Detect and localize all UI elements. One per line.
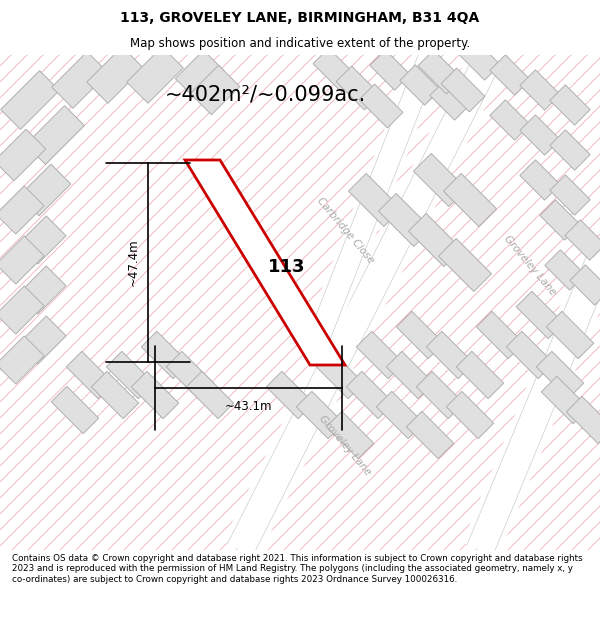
Polygon shape [190,65,240,115]
Polygon shape [541,376,589,424]
Polygon shape [550,85,590,125]
Polygon shape [540,200,580,240]
Polygon shape [356,331,404,379]
Polygon shape [127,47,183,103]
Polygon shape [131,371,179,419]
Polygon shape [566,396,600,444]
Text: ~43.1m: ~43.1m [225,400,272,413]
Polygon shape [416,371,464,419]
Polygon shape [185,160,345,365]
Text: Carbridge Close: Carbridge Close [314,195,376,265]
Polygon shape [370,50,410,90]
Polygon shape [570,265,600,305]
Polygon shape [87,47,143,103]
Polygon shape [106,351,154,399]
Polygon shape [359,84,403,128]
Polygon shape [550,130,590,170]
Polygon shape [443,174,497,226]
Polygon shape [1,71,59,129]
Polygon shape [418,50,462,94]
Polygon shape [175,50,225,100]
Polygon shape [565,220,600,260]
Polygon shape [187,371,233,419]
Polygon shape [26,106,85,164]
Polygon shape [457,351,503,399]
Polygon shape [91,371,139,419]
Text: 113: 113 [268,259,306,276]
Text: ~47.4m: ~47.4m [127,239,140,286]
Polygon shape [490,100,530,140]
Polygon shape [547,311,593,359]
Polygon shape [400,65,440,105]
Polygon shape [166,351,214,399]
Polygon shape [536,351,584,399]
Polygon shape [346,371,394,419]
Polygon shape [18,216,66,264]
Text: Contains OS data © Crown copyright and database right 2021. This information is : Contains OS data © Crown copyright and d… [12,554,583,584]
Polygon shape [446,391,494,439]
Polygon shape [406,411,454,459]
Polygon shape [142,331,188,379]
Polygon shape [336,66,380,110]
Polygon shape [427,331,473,379]
Polygon shape [413,154,467,206]
Polygon shape [326,411,374,459]
Polygon shape [476,311,524,359]
Polygon shape [376,391,424,439]
Polygon shape [266,371,314,419]
Polygon shape [550,175,590,215]
Polygon shape [409,214,461,266]
Text: 113, GROVELEY LANE, BIRMINGHAM, B31 4QA: 113, GROVELEY LANE, BIRMINGHAM, B31 4QA [121,11,479,25]
Polygon shape [349,174,401,226]
Polygon shape [0,286,44,334]
Polygon shape [67,351,113,399]
Text: Groveley Lane: Groveley Lane [317,413,373,477]
Polygon shape [520,160,560,200]
Polygon shape [439,239,491,291]
Polygon shape [0,236,44,284]
Polygon shape [296,391,344,439]
Polygon shape [379,194,431,246]
Polygon shape [386,351,434,399]
Polygon shape [520,70,560,110]
Text: Groveley Lane: Groveley Lane [502,233,558,297]
Polygon shape [397,311,443,359]
Polygon shape [460,40,500,80]
Polygon shape [0,129,46,181]
Polygon shape [19,164,71,216]
Polygon shape [316,351,364,399]
Polygon shape [52,386,98,434]
Polygon shape [18,266,66,314]
Polygon shape [545,250,585,290]
Polygon shape [0,186,44,234]
Polygon shape [520,115,560,155]
Polygon shape [0,336,44,384]
Text: Map shows position and indicative extent of the property.: Map shows position and indicative extent… [130,38,470,51]
Polygon shape [441,68,485,112]
Polygon shape [430,80,470,120]
Polygon shape [506,331,554,379]
Polygon shape [18,316,66,364]
Text: ~402m²/~0.099ac.: ~402m²/~0.099ac. [165,85,366,105]
Polygon shape [52,52,108,108]
Polygon shape [517,291,563,339]
Polygon shape [313,48,357,92]
Polygon shape [490,55,530,95]
